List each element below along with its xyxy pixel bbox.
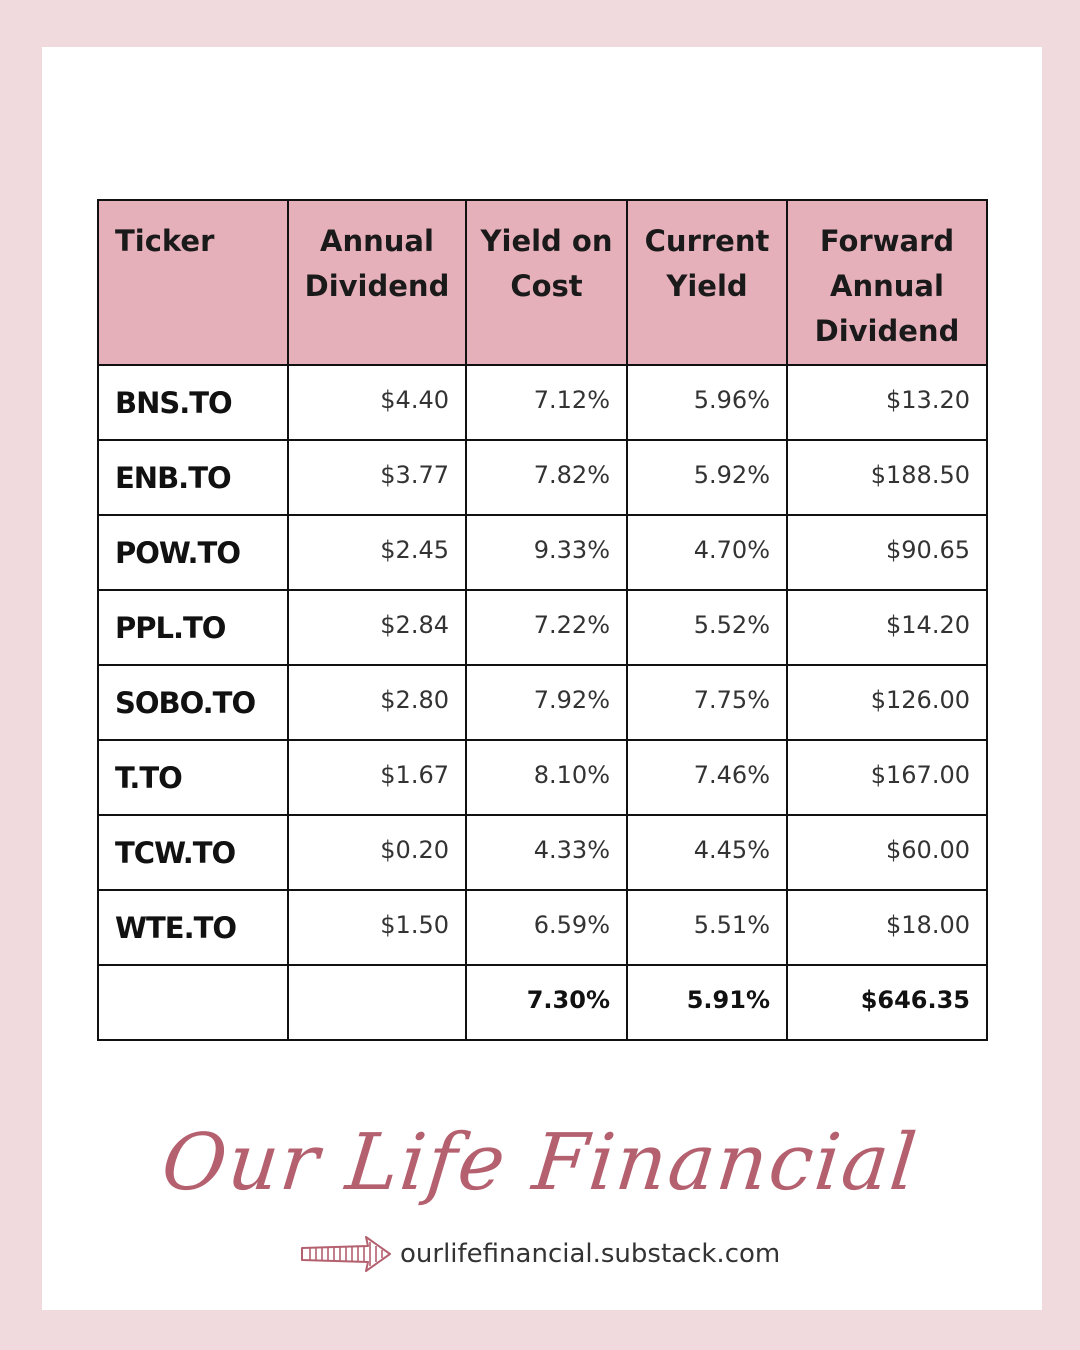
totals-forward-annual-dividend-cell: $646.35 [786, 964, 988, 1041]
ticker-cell: WTE.TO [97, 889, 289, 966]
header-annual-dividend: Annual Dividend [287, 199, 467, 366]
ticker-cell: SOBO.TO [97, 664, 289, 741]
yield-on-cost-cell: 4.33% [465, 814, 628, 891]
dividend-table: Ticker Annual Dividend Yield on Cost Cur… [97, 199, 988, 1041]
annual-dividend-cell: $2.84 [287, 589, 467, 666]
yield-on-cost-cell: 7.82% [465, 439, 628, 516]
header-line: Cost [510, 269, 583, 303]
forward-annual-dividend-cell: $188.50 [786, 439, 988, 516]
header-line: Yield on [480, 224, 613, 258]
table-row: PPL.TO $2.84 7.22% 5.52% $14.20 [97, 589, 988, 666]
current-yield-cell: 5.96% [626, 364, 788, 441]
forward-annual-dividend-cell: $126.00 [786, 664, 988, 741]
yield-on-cost-cell: 7.12% [465, 364, 628, 441]
forward-annual-dividend-cell: $18.00 [786, 889, 988, 966]
forward-annual-dividend-cell: $60.00 [786, 814, 988, 891]
annual-dividend-cell: $4.40 [287, 364, 467, 441]
ticker-cell: POW.TO [97, 514, 289, 591]
ticker-cell: T.TO [97, 739, 289, 816]
yield-on-cost-cell: 7.22% [465, 589, 628, 666]
totals-row: 7.30% 5.91% $646.35 [97, 964, 988, 1041]
annual-dividend-cell: $2.80 [287, 664, 467, 741]
website-url[interactable]: ourlifefinancial.substack.com [400, 1239, 781, 1269]
yield-on-cost-cell: 8.10% [465, 739, 628, 816]
header-line: Annual [320, 224, 434, 258]
ticker-cell: ENB.TO [97, 439, 289, 516]
totals-ticker-cell [97, 964, 289, 1041]
annual-dividend-cell: $1.50 [287, 889, 467, 966]
annual-dividend-cell: $0.20 [287, 814, 467, 891]
header-line: Dividend [304, 269, 450, 303]
header-ticker: Ticker [97, 199, 289, 366]
annual-dividend-cell: $1.67 [287, 739, 467, 816]
table-row: ENB.TO $3.77 7.82% 5.92% $188.50 [97, 439, 988, 516]
totals-yield-on-cost-cell: 7.30% [465, 964, 628, 1041]
table-row: POW.TO $2.45 9.33% 4.70% $90.65 [97, 514, 988, 591]
header-line: Current [644, 224, 770, 258]
ticker-cell: BNS.TO [97, 364, 289, 441]
forward-annual-dividend-cell: $90.65 [786, 514, 988, 591]
header-line: Dividend [814, 314, 960, 348]
ticker-cell: TCW.TO [97, 814, 289, 891]
ticker-cell: PPL.TO [97, 589, 289, 666]
yield-on-cost-cell: 6.59% [465, 889, 628, 966]
table-row: SOBO.TO $2.80 7.92% 7.75% $126.00 [97, 664, 988, 741]
brand-logo-text: Our Life Financial [157, 1118, 923, 1208]
yield-on-cost-cell: 7.92% [465, 664, 628, 741]
table-row: TCW.TO $0.20 4.33% 4.45% $60.00 [97, 814, 988, 891]
annual-dividend-cell: $2.45 [287, 514, 467, 591]
arrow-right-icon [301, 1236, 391, 1272]
forward-annual-dividend-cell: $14.20 [786, 589, 988, 666]
current-yield-cell: 4.45% [626, 814, 788, 891]
header-ticker-label: Ticker [115, 224, 215, 258]
header-line: Forward [819, 224, 955, 258]
table-row: T.TO $1.67 8.10% 7.46% $167.00 [97, 739, 988, 816]
totals-current-yield-cell: 5.91% [626, 964, 788, 1041]
totals-annual-dividend-cell [287, 964, 467, 1041]
header-yield-on-cost: Yield on Cost [465, 199, 628, 366]
table-row: WTE.TO $1.50 6.59% 5.51% $18.00 [97, 889, 988, 966]
current-yield-cell: 5.52% [626, 589, 788, 666]
current-yield-cell: 7.75% [626, 664, 788, 741]
current-yield-cell: 5.92% [626, 439, 788, 516]
header-forward-annual-dividend: Forward Annual Dividend [786, 199, 988, 366]
current-yield-cell: 7.46% [626, 739, 788, 816]
dividend-table-container: Ticker Annual Dividend Yield on Cost Cur… [97, 199, 988, 1041]
header-line: Annual [830, 269, 944, 303]
annual-dividend-cell: $3.77 [287, 439, 467, 516]
table-header-row: Ticker Annual Dividend Yield on Cost Cur… [97, 199, 988, 366]
yield-on-cost-cell: 9.33% [465, 514, 628, 591]
current-yield-cell: 4.70% [626, 514, 788, 591]
current-yield-cell: 5.51% [626, 889, 788, 966]
header-current-yield: Current Yield [626, 199, 788, 366]
website-row: ourlifefinancial.substack.com [300, 1234, 780, 1274]
table-row: BNS.TO $4.40 7.12% 5.96% $13.20 [97, 364, 988, 441]
header-line: Yield [666, 269, 748, 303]
forward-annual-dividend-cell: $167.00 [786, 739, 988, 816]
forward-annual-dividend-cell: $13.20 [786, 364, 988, 441]
